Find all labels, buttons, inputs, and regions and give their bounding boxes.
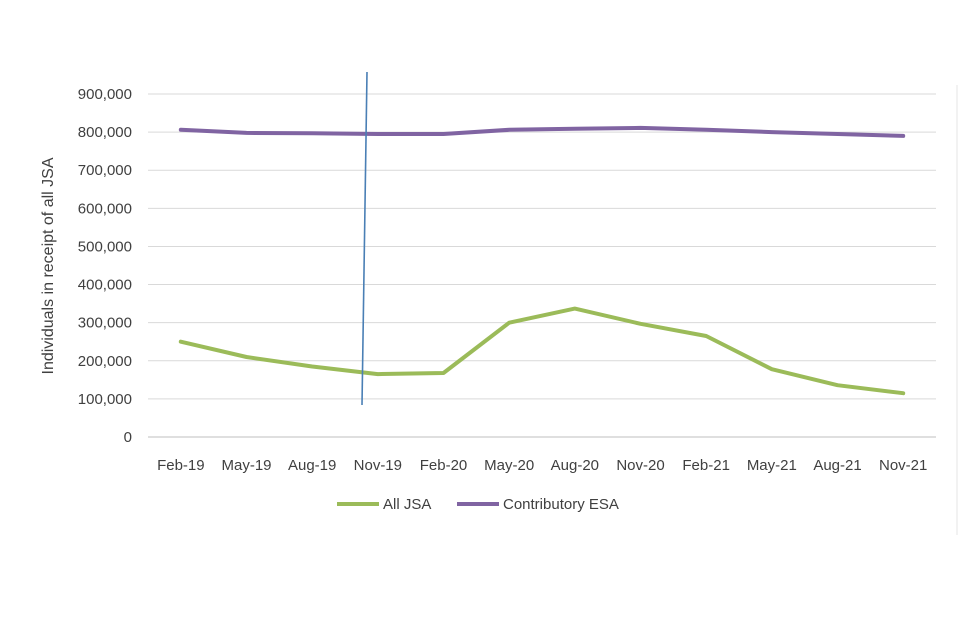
y-tick-label: 200,000 [78,353,132,370]
x-tick-label: May-21 [747,457,797,474]
vertical-marker-line [361,71,368,406]
x-tick-label: Nov-19 [354,457,402,474]
y-tick-label: 400,000 [78,277,132,294]
x-tick-label: Aug-21 [813,457,861,474]
x-tick-label: Feb-19 [157,457,205,474]
legend-label: All JSA [383,496,431,513]
x-tick-label: Feb-21 [682,457,730,474]
x-tick-label: Aug-19 [288,457,336,474]
x-tick-label: Feb-20 [420,457,468,474]
series-lines [178,125,906,396]
x-tick-label: Nov-21 [879,457,927,474]
x-axis-ticks: Feb-19 May-19 Aug-19 Nov-19 Feb-20 May-20 Aug-… [157,457,927,474]
y-tick-label: 800,000 [78,124,132,141]
y-tick-label: 300,000 [78,315,132,332]
y-axis-title: Individuals in receipt of all JSA [40,157,57,374]
y-tick-label: 0 [124,429,132,446]
gridlines [148,93,936,438]
y-tick-label: 600,000 [78,200,132,217]
series-line-contributory-esa [178,125,906,138]
x-tick-label: Aug-20 [551,457,599,474]
legend-label: Contributory ESA [503,496,619,513]
y-tick-label: 500,000 [78,238,132,255]
x-tick-label: Nov-20 [616,457,664,474]
y-tick-label: 700,000 [78,162,132,179]
legend: All JSA Contributory ESA [337,496,619,513]
y-tick-label: 900,000 [78,86,132,103]
x-tick-label: May-20 [484,457,534,474]
y-tick-label: 100,000 [78,391,132,408]
series-line-all-jsa [178,306,906,396]
y-axis-ticks: 0 100,000 200,000 300,000 400,000 500,000 600,… [78,86,132,446]
x-tick-label: May-19 [221,457,271,474]
